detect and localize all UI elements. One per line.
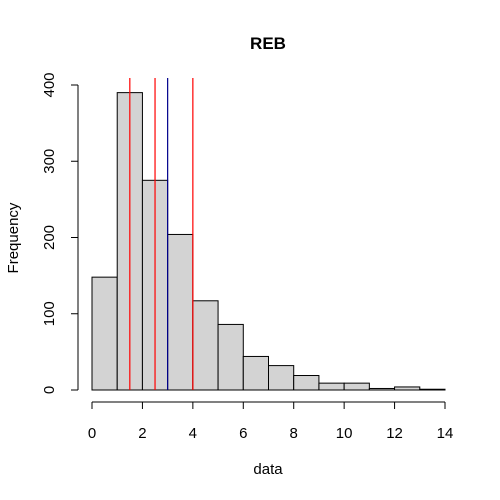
x-axis: 0 2 4 6 8 10 12 14: [88, 401, 454, 442]
histogram-bar: [394, 386, 421, 391]
histogram-bar: [419, 388, 446, 391]
histogram-bar: [268, 365, 295, 391]
x-tick-label: 6: [239, 425, 247, 442]
histogram-bar: [91, 276, 118, 391]
reference-lines: [129, 78, 194, 390]
x-tick-label: 14: [437, 425, 454, 442]
histogram-bar: [242, 355, 270, 391]
histogram-bar: [293, 375, 320, 391]
x-tick-label: 4: [189, 425, 197, 442]
x-tick-label: 8: [290, 425, 298, 442]
histogram-bar: [343, 382, 370, 391]
y-tick-label: 300: [41, 149, 58, 174]
histogram-bar: [192, 300, 219, 391]
y-tick-label: 400: [41, 72, 58, 97]
x-axis-label: data: [253, 461, 283, 478]
y-tick-label: 0: [41, 386, 58, 394]
x-tick-label: 2: [138, 425, 146, 442]
x-tick-label: 12: [386, 425, 403, 442]
y-axis-label: Frequency: [5, 202, 22, 273]
histogram-bar: [217, 323, 244, 391]
histogram-bar: [318, 382, 345, 391]
x-tick-label: 0: [88, 425, 96, 442]
chart-title: REB: [250, 34, 286, 53]
y-tick-label: 200: [41, 225, 58, 250]
x-tick-label: 10: [336, 425, 353, 442]
histogram-bars: [91, 92, 446, 391]
y-tick-label: 100: [41, 301, 58, 326]
histogram-bar: [368, 387, 396, 391]
y-axis: 0 100 200 300 400: [41, 72, 79, 394]
histogram-bar: [167, 233, 194, 391]
